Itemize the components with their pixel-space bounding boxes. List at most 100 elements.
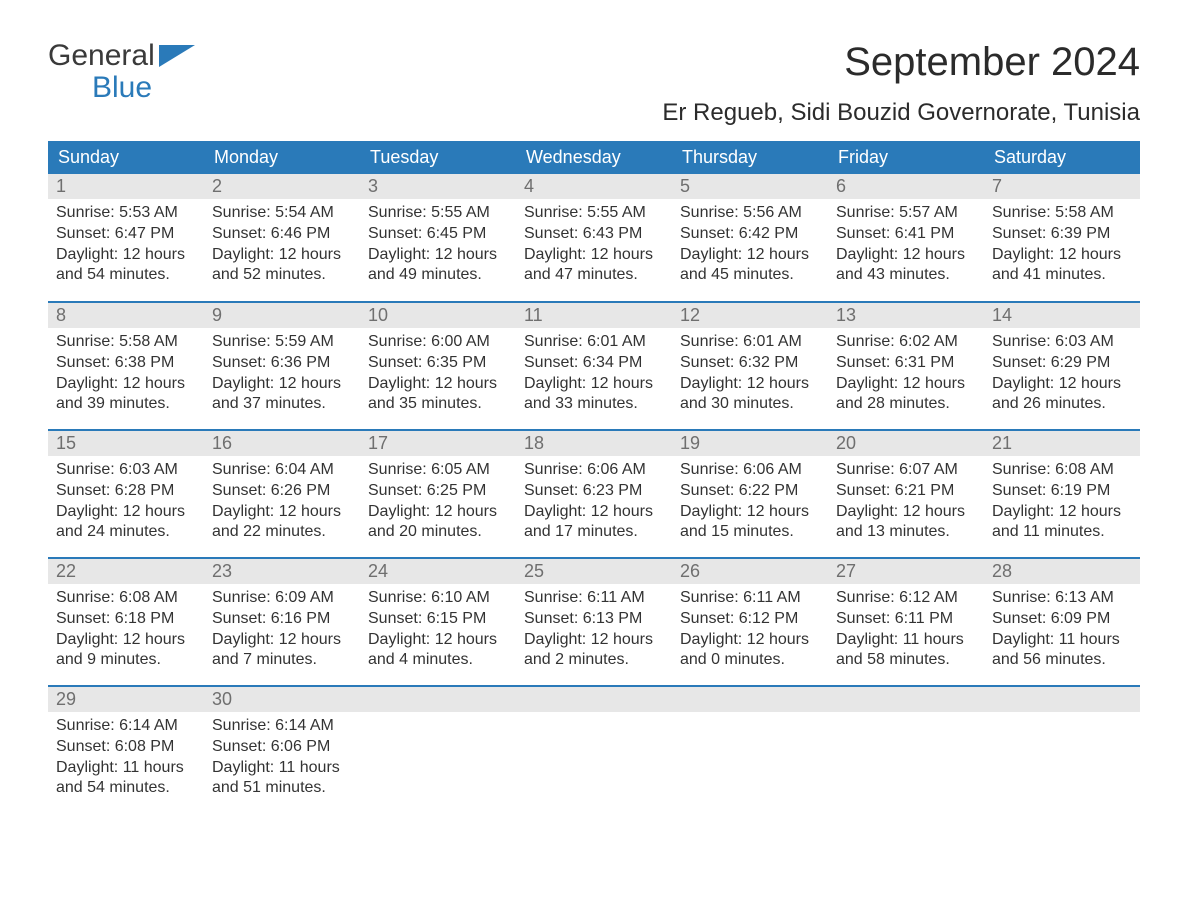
weekday-header: Wednesday [516,141,672,174]
calendar-cell: 15Sunrise: 6:03 AMSunset: 6:28 PMDayligh… [48,430,204,558]
sunrise-line: Sunrise: 6:14 AM [212,716,352,737]
sunrise-line: Sunrise: 6:11 AM [680,588,820,609]
day-number: 13 [828,303,984,328]
sunrise-line: Sunrise: 6:09 AM [212,588,352,609]
calendar-cell: 30Sunrise: 6:14 AMSunset: 6:06 PMDayligh… [204,686,360,814]
sunset-line: Sunset: 6:12 PM [680,609,820,630]
daylight-line: Daylight: 12 hours and 26 minutes. [992,374,1132,416]
daylight-line: Daylight: 12 hours and 52 minutes. [212,245,352,287]
day-number-empty [984,687,1140,712]
day-number: 15 [48,431,204,456]
sunset-line: Sunset: 6:16 PM [212,609,352,630]
sunset-line: Sunset: 6:39 PM [992,224,1132,245]
day-number-empty [828,687,984,712]
sunrise-line: Sunrise: 5:55 AM [524,203,664,224]
weekday-header: Monday [204,141,360,174]
day-number: 11 [516,303,672,328]
day-number: 19 [672,431,828,456]
daylight-line: Daylight: 12 hours and 54 minutes. [56,245,196,287]
calendar-cell: 11Sunrise: 6:01 AMSunset: 6:34 PMDayligh… [516,302,672,430]
day-number: 30 [204,687,360,712]
sunset-line: Sunset: 6:22 PM [680,481,820,502]
sunrise-line: Sunrise: 6:03 AM [56,460,196,481]
day-number: 28 [984,559,1140,584]
calendar-cell: 5Sunrise: 5:56 AMSunset: 6:42 PMDaylight… [672,174,828,302]
sunset-line: Sunset: 6:47 PM [56,224,196,245]
sunrise-line: Sunrise: 6:12 AM [836,588,976,609]
calendar-cell: 13Sunrise: 6:02 AMSunset: 6:31 PMDayligh… [828,302,984,430]
sunrise-line: Sunrise: 5:55 AM [368,203,508,224]
day-details: Sunrise: 6:04 AMSunset: 6:26 PMDaylight:… [204,456,360,543]
daylight-line: Daylight: 12 hours and 0 minutes. [680,630,820,672]
daylight-line: Daylight: 12 hours and 17 minutes. [524,502,664,544]
sunrise-line: Sunrise: 6:08 AM [992,460,1132,481]
header: General Blue September 2024 Er Regueb, S… [48,40,1140,127]
daylight-line: Daylight: 12 hours and 45 minutes. [680,245,820,287]
day-number: 4 [516,174,672,199]
calendar-week-row: 1Sunrise: 5:53 AMSunset: 6:47 PMDaylight… [48,174,1140,302]
calendar-cell: 19Sunrise: 6:06 AMSunset: 6:22 PMDayligh… [672,430,828,558]
daylight-line: Daylight: 12 hours and 47 minutes. [524,245,664,287]
day-number: 8 [48,303,204,328]
daylight-line: Daylight: 12 hours and 43 minutes. [836,245,976,287]
sunset-line: Sunset: 6:32 PM [680,353,820,374]
daylight-line: Daylight: 12 hours and 33 minutes. [524,374,664,416]
sunrise-line: Sunrise: 6:14 AM [56,716,196,737]
sunset-line: Sunset: 6:28 PM [56,481,196,502]
day-details: Sunrise: 5:55 AMSunset: 6:43 PMDaylight:… [516,199,672,286]
day-number: 9 [204,303,360,328]
sunrise-line: Sunrise: 5:56 AM [680,203,820,224]
daylight-line: Daylight: 11 hours and 58 minutes. [836,630,976,672]
day-details: Sunrise: 6:08 AMSunset: 6:19 PMDaylight:… [984,456,1140,543]
day-number: 20 [828,431,984,456]
sunrise-line: Sunrise: 6:01 AM [680,332,820,353]
day-details: Sunrise: 6:07 AMSunset: 6:21 PMDaylight:… [828,456,984,543]
calendar-cell: 27Sunrise: 6:12 AMSunset: 6:11 PMDayligh… [828,558,984,686]
day-details: Sunrise: 6:03 AMSunset: 6:28 PMDaylight:… [48,456,204,543]
sunset-line: Sunset: 6:15 PM [368,609,508,630]
sunset-line: Sunset: 6:09 PM [992,609,1132,630]
sunrise-line: Sunrise: 6:00 AM [368,332,508,353]
sunrise-line: Sunrise: 6:10 AM [368,588,508,609]
sunrise-line: Sunrise: 6:08 AM [56,588,196,609]
logo: General Blue [48,40,195,103]
calendar-cell [516,686,672,814]
daylight-line: Daylight: 12 hours and 41 minutes. [992,245,1132,287]
day-number: 16 [204,431,360,456]
day-number: 26 [672,559,828,584]
day-number: 23 [204,559,360,584]
calendar-cell: 29Sunrise: 6:14 AMSunset: 6:08 PMDayligh… [48,686,204,814]
sunrise-line: Sunrise: 6:11 AM [524,588,664,609]
day-details: Sunrise: 6:00 AMSunset: 6:35 PMDaylight:… [360,328,516,415]
day-details: Sunrise: 6:01 AMSunset: 6:32 PMDaylight:… [672,328,828,415]
day-details: Sunrise: 5:53 AMSunset: 6:47 PMDaylight:… [48,199,204,286]
calendar-cell: 23Sunrise: 6:09 AMSunset: 6:16 PMDayligh… [204,558,360,686]
sunrise-line: Sunrise: 6:07 AM [836,460,976,481]
sunset-line: Sunset: 6:23 PM [524,481,664,502]
daylight-line: Daylight: 12 hours and 11 minutes. [992,502,1132,544]
daylight-line: Daylight: 12 hours and 24 minutes. [56,502,196,544]
day-details: Sunrise: 6:14 AMSunset: 6:08 PMDaylight:… [48,712,204,799]
day-details: Sunrise: 6:06 AMSunset: 6:23 PMDaylight:… [516,456,672,543]
calendar-cell [672,686,828,814]
weekday-header: Saturday [984,141,1140,174]
day-number: 29 [48,687,204,712]
calendar-cell: 7Sunrise: 5:58 AMSunset: 6:39 PMDaylight… [984,174,1140,302]
daylight-line: Daylight: 12 hours and 13 minutes. [836,502,976,544]
day-details: Sunrise: 5:55 AMSunset: 6:45 PMDaylight:… [360,199,516,286]
page-title: September 2024 [662,40,1140,85]
calendar-cell: 17Sunrise: 6:05 AMSunset: 6:25 PMDayligh… [360,430,516,558]
calendar-cell: 3Sunrise: 5:55 AMSunset: 6:45 PMDaylight… [360,174,516,302]
day-number: 21 [984,431,1140,456]
calendar-cell: 10Sunrise: 6:00 AMSunset: 6:35 PMDayligh… [360,302,516,430]
day-number: 18 [516,431,672,456]
sunrise-line: Sunrise: 6:02 AM [836,332,976,353]
day-number: 1 [48,174,204,199]
weekday-header: Thursday [672,141,828,174]
day-number-empty [516,687,672,712]
day-details: Sunrise: 6:12 AMSunset: 6:11 PMDaylight:… [828,584,984,671]
day-details: Sunrise: 5:54 AMSunset: 6:46 PMDaylight:… [204,199,360,286]
sunrise-line: Sunrise: 6:01 AM [524,332,664,353]
day-number: 14 [984,303,1140,328]
day-details: Sunrise: 5:58 AMSunset: 6:38 PMDaylight:… [48,328,204,415]
